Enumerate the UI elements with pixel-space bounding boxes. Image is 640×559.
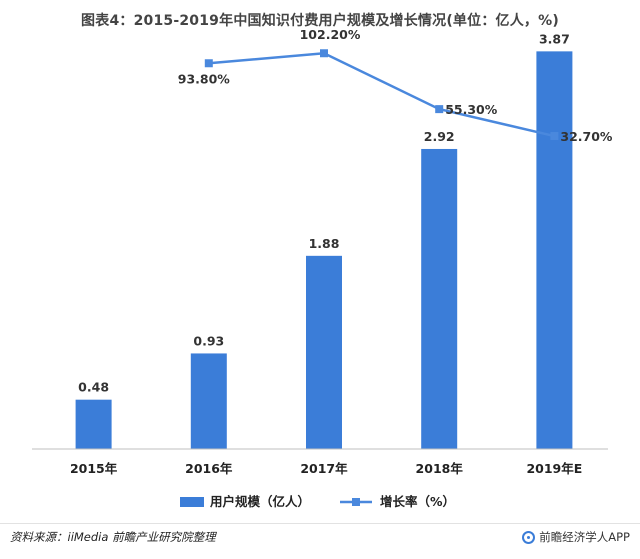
brand-logo-icon — [522, 530, 536, 544]
bar-value-label-1: 0.93 — [193, 333, 224, 348]
bar-value-label-0: 0.48 — [78, 380, 109, 395]
x-tick-label-3: 2018年 — [416, 461, 464, 476]
x-tick-label-1: 2016年 — [185, 461, 233, 476]
bars-layer — [75, 51, 573, 450]
source-note: 资料来源：iiMedia 前瞻产业研究院整理 — [10, 530, 216, 544]
bar-value-label-2: 1.88 — [309, 236, 340, 251]
bar-1 — [190, 353, 227, 449]
bar-value-label-4: 3.87 — [539, 31, 570, 46]
brand-name: 前瞻经济学人APP — [539, 530, 630, 544]
legend-line-marker — [352, 498, 360, 506]
bar-3 — [421, 148, 458, 449]
growth-value-label-1: 93.80% — [178, 71, 231, 86]
labels-layer: 0.48 0.93 1.88 2.92 3.87 93.80% 102.20% 55.30% 3… — [78, 27, 613, 394]
x-tick-labels: 2015年 2016年 2017年 2018年 2019年E — [70, 461, 582, 476]
growth-line — [208, 51, 555, 138]
growth-point-4 — [550, 132, 559, 141]
growth-value-label-3: 55.30% — [445, 102, 498, 117]
x-tick-label-4: 2019年E — [526, 461, 582, 476]
legend-bar-swatch — [180, 497, 204, 507]
bar-0 — [75, 399, 112, 449]
footer-divider — [0, 523, 640, 524]
x-tick-label-0: 2015年 — [70, 461, 118, 476]
bar-4 — [536, 51, 573, 450]
growth-value-label-2: 102.20% — [300, 27, 361, 42]
legend: 用户规模（亿人） 增长率（%） — [180, 494, 455, 509]
bar-2 — [306, 255, 342, 449]
chart-title: 图表4：2015-2019年中国知识付费用户规模及增长情况(单位：亿人，%) — [81, 13, 559, 29]
growth-point-3 — [435, 105, 444, 114]
legend-line-label: 增长率（%） — [380, 494, 455, 509]
growth-value-label-4: 32.70% — [560, 129, 613, 144]
bar-value-label-3: 2.92 — [424, 129, 455, 144]
line-layer — [204, 49, 559, 141]
growth-point-1 — [204, 59, 213, 68]
growth-point-2 — [320, 49, 328, 58]
x-tick-label-2: 2017年 — [300, 461, 348, 476]
brand-mark: 前瞻经济学人APP — [522, 529, 630, 545]
legend-bar-label: 用户规模（亿人） — [209, 494, 310, 509]
